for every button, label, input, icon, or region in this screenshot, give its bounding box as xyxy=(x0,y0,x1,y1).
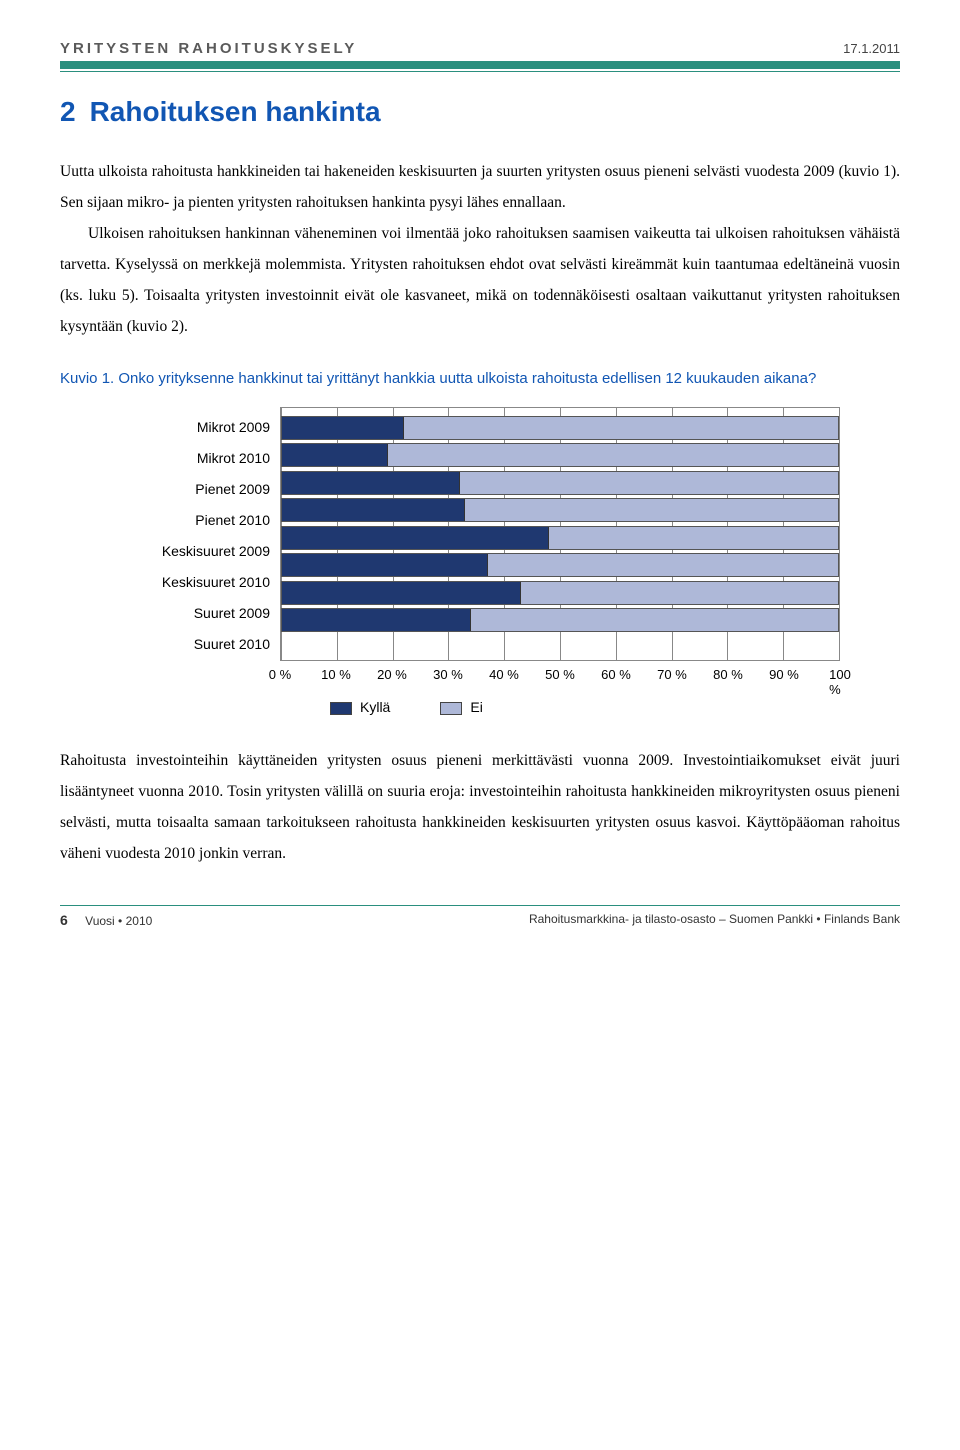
chart-bar-yes-segment xyxy=(282,444,388,466)
doc-header-date: 17.1.2011 xyxy=(843,41,900,56)
chart-gridline xyxy=(839,408,840,660)
chart-bar-yes-segment xyxy=(282,582,521,604)
chart-x-tick: 20 % xyxy=(377,667,407,682)
footer-left: 6 Vuosi • 2010 xyxy=(60,912,152,928)
chart-plot-area xyxy=(280,407,840,661)
chart-bar-yes-segment xyxy=(282,554,488,576)
chart-x-tick: 40 % xyxy=(489,667,519,682)
chart-bar-yes-segment xyxy=(282,609,471,631)
chart-bar xyxy=(281,471,839,495)
chart-category-label: Pienet 2009 xyxy=(130,474,280,505)
chart-x-tick: 30 % xyxy=(433,667,463,682)
chart-bar xyxy=(281,526,839,550)
body-paragraph-2: Rahoitusta investointeihin käyttäneiden … xyxy=(60,745,900,869)
chart-category-label: Pienet 2010 xyxy=(130,505,280,536)
chart-bar xyxy=(281,498,839,522)
chart-bar xyxy=(281,443,839,467)
chart-x-tick: 90 % xyxy=(769,667,799,682)
chart-x-tick: 0 % xyxy=(269,667,291,682)
chart-bar-yes-segment xyxy=(282,527,549,549)
chart-x-tick: 80 % xyxy=(713,667,743,682)
chart-x-tick: 10 % xyxy=(321,667,351,682)
doc-header-title: YRITYSTEN RAHOITUSKYSELY xyxy=(60,40,357,57)
chart-category-label: Keskisuuret 2010 xyxy=(130,567,280,598)
chart-bar-yes-segment xyxy=(282,499,465,521)
legend-label-yes: Kyllä xyxy=(360,699,390,715)
figure-caption-1: Kuvio 1. Onko yrityksenne hankkinut tai … xyxy=(60,368,900,389)
chart-legend: Kyllä Ei xyxy=(330,699,870,715)
chart-category-label: Suuret 2010 xyxy=(130,629,280,660)
header-rule-thick xyxy=(60,61,900,69)
chart-bar xyxy=(281,581,839,605)
section-number: 2 xyxy=(60,96,76,127)
page-footer: 6 Vuosi • 2010 Rahoitusmarkkina- ja tila… xyxy=(60,905,900,928)
section-heading: 2 Rahoituksen hankinta xyxy=(60,96,900,128)
footer-left-text: Vuosi xyxy=(85,914,118,928)
body-paragraph-1: Uutta ulkoista rahoitusta hankkineiden t… xyxy=(60,156,900,342)
chart-category-label: Mikrot 2010 xyxy=(130,443,280,474)
section-title: Rahoituksen hankinta xyxy=(90,96,381,127)
footer-right: Rahoitusmarkkina- ja tilasto-osasto – Su… xyxy=(529,912,900,928)
header-rule-thin xyxy=(60,71,900,72)
legend-yes: Kyllä xyxy=(330,699,390,715)
chart-category-label: Suuret 2009 xyxy=(130,598,280,629)
body-p1b: Ulkoisen rahoituksen hankinnan vähenemin… xyxy=(60,218,900,342)
chart-1: Mikrot 2009Mikrot 2010Pienet 2009Pienet … xyxy=(130,407,870,715)
footer-page-number: 6 xyxy=(60,912,68,928)
chart-x-tick: 50 % xyxy=(545,667,575,682)
legend-swatch-no xyxy=(440,702,462,715)
chart-bar-yes-segment xyxy=(282,417,404,439)
body-p1a: Uutta ulkoista rahoitusta hankkineiden t… xyxy=(60,163,900,211)
chart-bar xyxy=(281,608,839,632)
legend-swatch-yes xyxy=(330,702,352,715)
chart-x-tick: 70 % xyxy=(657,667,687,682)
footer-year: 2010 xyxy=(126,914,153,928)
chart-bar xyxy=(281,416,839,440)
chart-bar xyxy=(281,553,839,577)
chart-category-label: Keskisuuret 2009 xyxy=(130,536,280,567)
chart-x-axis: 0 %10 %20 %30 %40 %50 %60 %70 %80 %90 %1… xyxy=(280,667,840,685)
chart-category-label: Mikrot 2009 xyxy=(130,412,280,443)
chart-x-tick: 60 % xyxy=(601,667,631,682)
chart-bar-yes-segment xyxy=(282,472,460,494)
legend-no: Ei xyxy=(440,699,482,715)
legend-label-no: Ei xyxy=(470,699,482,715)
chart-x-tick: 100 % xyxy=(829,667,851,697)
